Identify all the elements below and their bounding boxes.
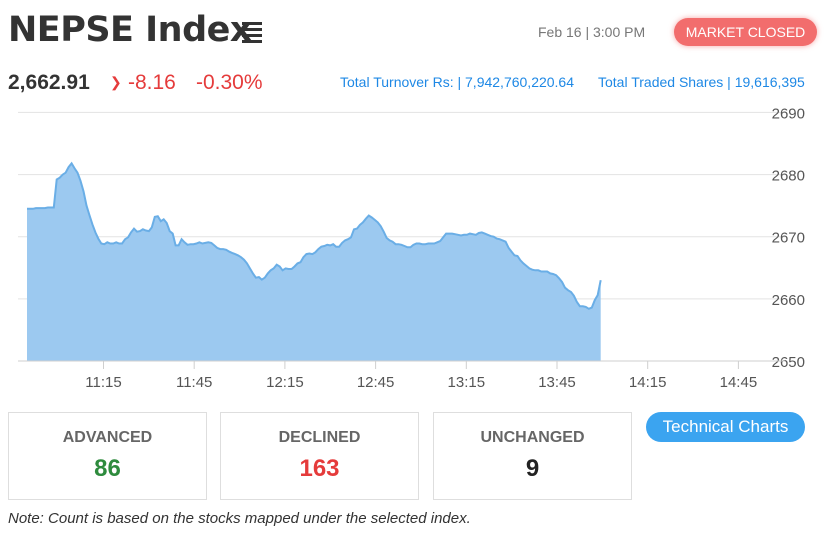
area-fill [27, 163, 601, 361]
unchanged-box: UNCHANGED 9 [433, 412, 632, 500]
total-traded-shares: Total Traded Shares | 19,616,395 [598, 74, 805, 90]
status-badge: MARKET CLOSED [674, 18, 817, 46]
chevron-down-icon: ❯ [110, 74, 122, 90]
x-tick-label: 13:15 [448, 374, 486, 391]
y-tick-label: 2680 [772, 168, 805, 185]
index-chart[interactable]: 2690 2680 2670 2660 2650 11:15 11:45 12:15 12:45… [0, 100, 834, 400]
y-tick-label: 2650 [772, 354, 805, 371]
advanced-label: ADVANCED [62, 429, 153, 446]
x-tick-label: 11:45 [176, 374, 212, 391]
advanced-box: ADVANCED 86 [8, 412, 207, 500]
y-tick-label: 2660 [772, 292, 805, 309]
x-tick-label: 14:15 [629, 374, 667, 391]
declined-label: DECLINED [278, 429, 361, 446]
technical-charts-button[interactable]: Technical Charts [646, 412, 805, 442]
x-tick-label: 14:45 [720, 374, 758, 391]
index-value: 2,662.91 [8, 71, 90, 94]
page-title: NEPSE Index [8, 10, 252, 50]
footnote: Note: Count is based on the stocks mappe… [8, 510, 471, 527]
unchanged-label: UNCHANGED [480, 429, 585, 446]
market-datetime: Feb 16 | 3:00 PM [538, 24, 646, 40]
unchanged-value: 9 [525, 455, 540, 482]
x-tick-label: 11:15 [85, 374, 121, 391]
series-line [27, 161, 602, 310]
advanced-value: 86 [94, 455, 121, 482]
change-percent: -0.30% [196, 71, 263, 94]
declined-box: DECLINED 163 [220, 412, 419, 500]
change-absolute: -8.16 [128, 71, 176, 94]
declined-value: 163 [299, 455, 340, 482]
y-tick-label: 2670 [772, 230, 805, 247]
total-turnover: Total Turnover Rs: | 7,942,760,220.64 [340, 74, 575, 90]
x-tick-label: 12:15 [266, 374, 304, 391]
x-tick-label: 13:45 [538, 374, 576, 391]
y-tick-label: 2690 [772, 105, 805, 122]
x-tick-label: 12:45 [357, 374, 395, 391]
menu-icon[interactable] [242, 22, 262, 43]
